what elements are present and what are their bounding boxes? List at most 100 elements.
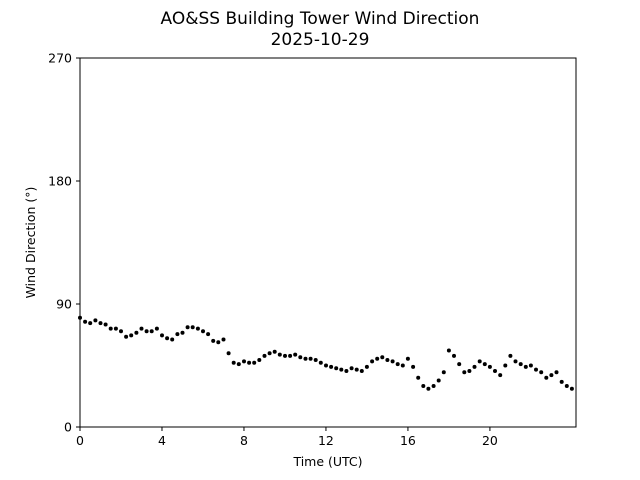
x-tick-label: 0 [76, 433, 84, 448]
x-tick-label: 8 [240, 433, 248, 448]
data-point [539, 370, 544, 375]
x-tick-label: 12 [318, 433, 334, 448]
data-point [293, 352, 298, 357]
data-point [503, 363, 508, 368]
data-point [472, 364, 477, 369]
data-point [262, 353, 267, 358]
data-point [154, 326, 159, 331]
data-point [390, 359, 395, 364]
y-tick-label: 90 [56, 297, 72, 312]
data-point [405, 356, 410, 361]
data-point [549, 373, 554, 378]
data-point [334, 366, 339, 371]
data-point [231, 360, 236, 365]
data-point [354, 367, 359, 372]
data-point [206, 332, 211, 337]
data-point [160, 333, 164, 338]
data-point [569, 386, 574, 391]
x-tick-label: 16 [400, 433, 416, 448]
data-point [144, 329, 149, 334]
data-point [329, 364, 334, 369]
data-point [544, 375, 549, 380]
data-point [446, 348, 451, 353]
data-point [426, 386, 431, 391]
data-point [477, 359, 482, 364]
data-point [528, 363, 533, 368]
data-point [242, 359, 246, 364]
x-axis-ticks: 0 4 8 12 16 20 [76, 427, 498, 448]
data-point [175, 332, 180, 337]
data-point [431, 384, 436, 388]
data-point [534, 367, 538, 372]
data-point [201, 329, 205, 334]
data-point [467, 369, 472, 373]
data-point [508, 353, 513, 358]
data-point [211, 338, 216, 343]
data-point [482, 362, 487, 367]
data-point [88, 321, 93, 326]
data-point [149, 329, 154, 334]
data-point [124, 334, 129, 339]
y-tick-label: 180 [48, 174, 72, 189]
data-point [498, 373, 503, 378]
data-point [523, 364, 528, 369]
data-point [93, 318, 98, 323]
chart-subtitle: 2025-10-29 [271, 30, 370, 50]
data-point [518, 362, 523, 367]
data-point [185, 325, 190, 330]
data-point [226, 351, 231, 356]
data-point [318, 360, 323, 365]
data-point [83, 319, 88, 324]
data-point [411, 364, 416, 369]
plot-frame [79, 57, 577, 428]
data-point [308, 356, 313, 361]
data-point [139, 326, 144, 331]
data-point [247, 360, 252, 365]
data-point [487, 364, 492, 369]
data-point [554, 370, 559, 375]
data-point [380, 355, 385, 360]
data-point [339, 367, 344, 372]
data-point [441, 370, 446, 375]
chart-title: AO&SS Building Tower Wind Direction [161, 9, 480, 29]
data-point [134, 330, 139, 335]
data-point [452, 353, 456, 358]
data-point [349, 366, 354, 371]
data-point [165, 336, 170, 341]
x-tick-label: 20 [482, 433, 498, 448]
data-point [103, 322, 108, 327]
data-point [457, 362, 462, 367]
data-point [370, 359, 375, 364]
data-point [119, 329, 123, 334]
data-point [513, 359, 518, 364]
data-point [344, 369, 349, 373]
data-point [252, 360, 257, 365]
y-axis-ticks: 0 90 180 270 [48, 51, 80, 435]
data-point [108, 326, 113, 331]
data-point [236, 362, 241, 367]
data-point [559, 379, 564, 384]
data-point [113, 326, 118, 331]
data-point [98, 321, 103, 326]
data-point [216, 340, 221, 345]
data-point [364, 364, 369, 369]
y-tick-label: 0 [64, 420, 72, 435]
data-point [375, 356, 380, 361]
data-point [283, 353, 287, 358]
data-point [421, 384, 426, 388]
data-point [462, 370, 467, 375]
data-point [267, 351, 272, 356]
data-point [195, 326, 200, 331]
y-tick-label: 270 [48, 51, 72, 66]
data-points [78, 315, 574, 391]
data-point [395, 362, 400, 367]
data-point [564, 384, 569, 388]
data-point [324, 363, 328, 368]
data-point [493, 369, 497, 373]
data-point [272, 349, 277, 354]
data-point [190, 325, 195, 330]
data-point [298, 355, 303, 360]
data-point [277, 352, 282, 357]
data-point [129, 333, 134, 338]
